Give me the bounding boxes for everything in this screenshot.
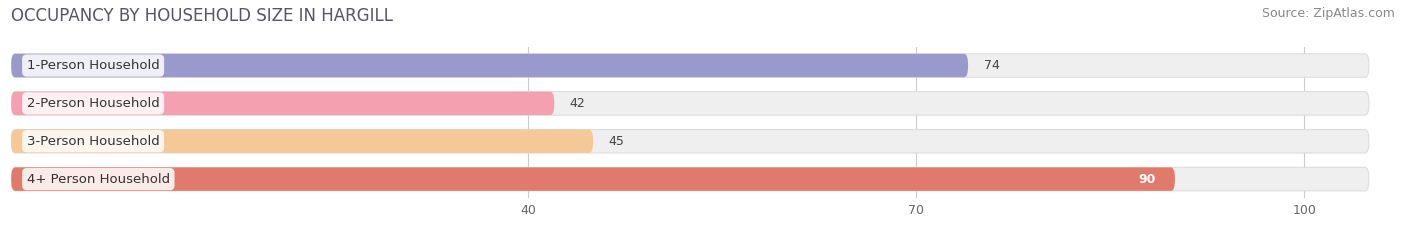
FancyBboxPatch shape bbox=[11, 92, 1369, 115]
Text: 45: 45 bbox=[609, 135, 624, 148]
FancyBboxPatch shape bbox=[11, 130, 1369, 153]
Text: 3-Person Household: 3-Person Household bbox=[27, 135, 159, 148]
FancyBboxPatch shape bbox=[11, 54, 1369, 77]
Text: 1-Person Household: 1-Person Household bbox=[27, 59, 159, 72]
FancyBboxPatch shape bbox=[11, 167, 1175, 191]
Text: 90: 90 bbox=[1139, 173, 1156, 186]
Text: 42: 42 bbox=[569, 97, 585, 110]
FancyBboxPatch shape bbox=[11, 130, 593, 153]
FancyBboxPatch shape bbox=[11, 167, 1369, 191]
FancyBboxPatch shape bbox=[11, 92, 554, 115]
Text: Source: ZipAtlas.com: Source: ZipAtlas.com bbox=[1261, 7, 1395, 20]
FancyBboxPatch shape bbox=[11, 54, 969, 77]
Text: 2-Person Household: 2-Person Household bbox=[27, 97, 159, 110]
Text: 74: 74 bbox=[984, 59, 1000, 72]
Text: OCCUPANCY BY HOUSEHOLD SIZE IN HARGILL: OCCUPANCY BY HOUSEHOLD SIZE IN HARGILL bbox=[11, 7, 394, 25]
Text: 4+ Person Household: 4+ Person Household bbox=[27, 173, 170, 186]
